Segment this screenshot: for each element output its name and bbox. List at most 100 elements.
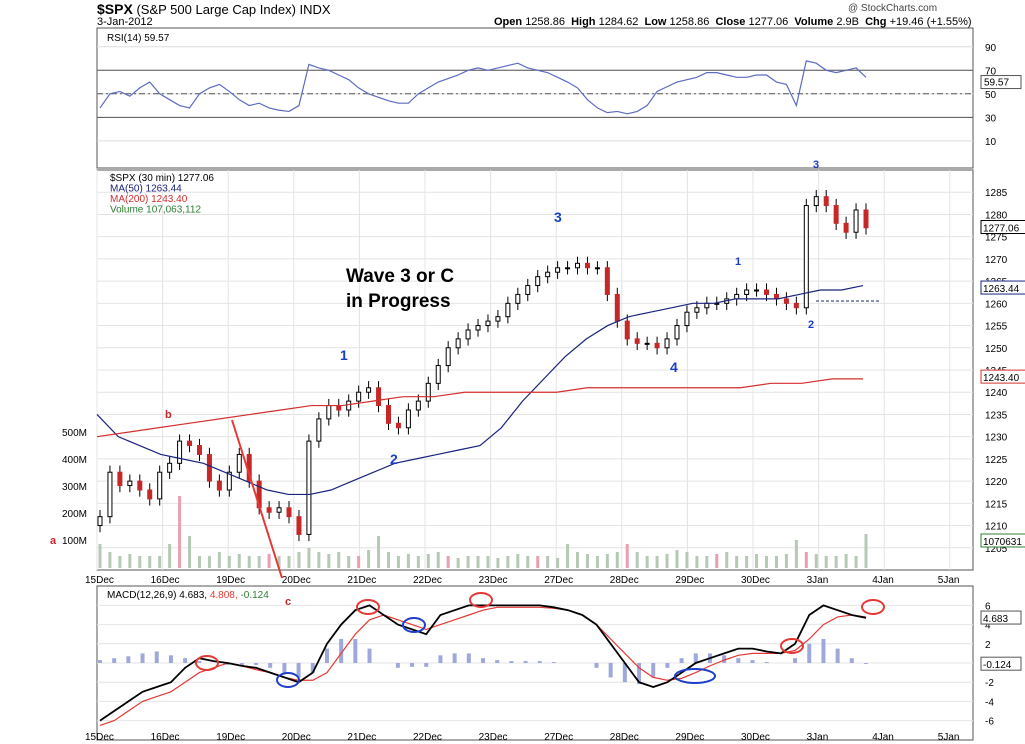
volume-tick-label: 200M [62, 509, 87, 520]
candle-body [336, 405, 342, 411]
candle-body [833, 205, 839, 224]
candle-body [555, 267, 561, 273]
volume-bar [765, 556, 769, 568]
price-tick-label: 1215 [985, 499, 1008, 510]
volume-bar [307, 548, 311, 568]
price-tick-label: 1270 [985, 255, 1008, 266]
macd-hist-bar [183, 658, 188, 663]
rsi-value-tag: 59.57 [984, 78, 1009, 89]
volume-bar [257, 556, 261, 568]
macd-hist-bar [807, 643, 812, 663]
macd-x-tick: 5Jan [938, 732, 960, 743]
volume-bar [755, 554, 759, 568]
macd-hist-bar [112, 658, 117, 663]
volume-bar [287, 556, 291, 568]
volume-bar [814, 554, 818, 568]
volume-bar [615, 552, 619, 568]
price-tick-label: 1280 [985, 210, 1008, 221]
candle-body [435, 365, 441, 384]
candle-body [415, 400, 421, 411]
macd-hist-bar [282, 663, 287, 673]
candle-body [863, 209, 869, 229]
macd-hist-bar [268, 663, 273, 668]
macd-hist-bar [452, 653, 457, 663]
candle-body [684, 311, 690, 327]
price-tag-box [980, 220, 1025, 235]
volume-bar [794, 540, 798, 568]
volume-bar [426, 554, 430, 568]
price-legend-item: $SPX (30 min) 1277.06 [110, 173, 214, 184]
volume-bar [844, 554, 848, 568]
macd-tick-label: -6 [985, 717, 994, 728]
volume-bar [377, 536, 381, 568]
volume-bar [436, 552, 440, 568]
volume-bar [128, 554, 132, 568]
exchange: INDX [299, 2, 331, 17]
macd-tick-label: 4 [985, 621, 991, 632]
macd-value-tag: -0.124 [983, 660, 1012, 671]
macd-hist-bar [608, 663, 613, 678]
volume-bar [317, 552, 321, 568]
volume-bar [675, 550, 679, 568]
price-tag-box [980, 369, 1025, 384]
price-tick-label: 1240 [985, 388, 1008, 399]
volume-bar [804, 552, 808, 568]
volume-bar [516, 554, 520, 568]
volume-bar [277, 556, 281, 568]
candle-body [177, 440, 183, 464]
candle-body [296, 516, 302, 535]
macd-x-tick: 22Dec [413, 732, 442, 743]
volume-label: Volume [794, 16, 834, 28]
macd-hist-bar [324, 648, 329, 663]
volume-bar [247, 556, 251, 568]
price-x-tick: 27Dec [544, 575, 573, 586]
candle-body [157, 471, 163, 500]
price-tag: 1263.44 [983, 284, 1020, 295]
candle-body [525, 285, 531, 295]
candle-body [545, 271, 551, 278]
volume-bar [466, 556, 470, 568]
macd-tick-label: -2 [985, 678, 994, 689]
candle-body [376, 387, 382, 407]
crossover-marker [674, 668, 716, 684]
volume-bar [237, 554, 241, 568]
macd-hist-bar [395, 663, 400, 668]
macd-hist-bar [551, 662, 556, 663]
candle-body [465, 329, 471, 340]
candle-body [266, 507, 272, 513]
rsi-tick-label: 70 [985, 66, 997, 77]
candle-body [455, 338, 461, 349]
crossover-marker [195, 655, 219, 671]
price-tick-label: 1230 [985, 433, 1008, 444]
chart-date: 3-Jan-2012 [97, 16, 153, 28]
candle-body [127, 480, 133, 487]
macd-hist-bar [481, 658, 485, 663]
candle-body [565, 267, 571, 270]
macd-hist-bar [239, 663, 244, 666]
rsi-title: RSI(14) 59.57 [107, 33, 170, 44]
rsi-tick-label: 30 [985, 113, 997, 124]
price-legend-item: Volume 107,063,112 [110, 205, 201, 216]
volume-bar [566, 544, 570, 568]
price-tick-label: 1235 [985, 410, 1008, 421]
volume-bar [347, 556, 351, 568]
macd-hist-bar [197, 661, 202, 663]
macd-hist-bar [793, 658, 798, 663]
wave-label: 2 [390, 451, 398, 467]
macd-x-tick: 28Dec [610, 732, 639, 743]
macd-hist-bar [353, 639, 358, 663]
macd-x-tick: 4Jan [872, 732, 894, 743]
candle-body [425, 382, 431, 402]
macd-hist-bar [495, 660, 500, 663]
candle-body [326, 405, 332, 420]
volume-tick-label: 500M [62, 428, 87, 439]
candle-body [226, 471, 232, 491]
candle-body [584, 262, 590, 269]
volume-bar [705, 556, 709, 568]
volume-bar [725, 552, 729, 568]
macd-hist-bar [622, 663, 627, 683]
candle-body [654, 342, 660, 349]
macd-hist-bar [523, 661, 528, 663]
price-tag: 1243.40 [983, 373, 1020, 384]
